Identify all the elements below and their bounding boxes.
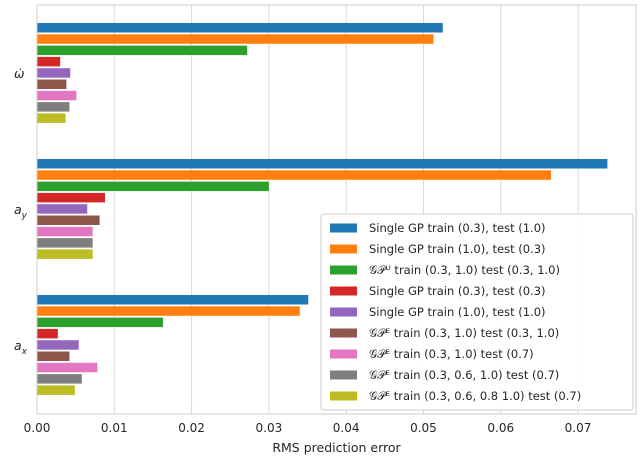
bar: [37, 68, 71, 78]
legend-label: Single GP train (0.3), test (1.0): [369, 221, 546, 235]
x-tick-label: 0.04: [333, 421, 360, 435]
legend-label: 𝒢𝒫ᴱ train (0.3, 1.0) test (0.7): [369, 347, 534, 361]
bar: [37, 79, 67, 89]
bar: [37, 90, 77, 101]
bar: [37, 238, 93, 248]
bar: [37, 23, 443, 33]
legend-swatch: [330, 391, 357, 401]
x-tick-label: 0.07: [565, 421, 592, 435]
bar: [37, 170, 551, 180]
y-category-label: ax: [14, 338, 28, 357]
bar: [37, 204, 88, 214]
legend-swatch: [330, 349, 357, 359]
bar: [37, 306, 300, 316]
x-tick-label: 0.06: [487, 421, 514, 435]
bar: [37, 45, 248, 56]
legend-label: 𝒢𝒫ᵁ train (0.3, 1.0) test (0.3, 1.0): [369, 263, 560, 277]
legend-box: [320, 213, 634, 411]
bar: [37, 317, 163, 328]
legend-label: 𝒢𝒫ᴱ train (0.3, 1.0) test (0.3, 1.0): [369, 326, 559, 340]
bar: [37, 34, 434, 44]
legend-label: Single GP train (0.3), test (0.3): [369, 284, 546, 298]
bar: [37, 226, 93, 237]
bar: [37, 249, 93, 259]
legend: Single GP train (0.3), test (1.0) Single …: [320, 213, 634, 411]
legend-swatch: [330, 223, 357, 233]
bar: [37, 328, 58, 339]
y-category-label: ω̇: [14, 66, 24, 81]
legend-swatch: [330, 286, 357, 296]
plot-frame: [36, 4, 637, 415]
x-axis-ticks: 0.00 0.01 0.02 0.03 0.04 0.05 0.06 0.07: [24, 421, 592, 435]
legend-label: Single GP train (1.0), test (1.0): [369, 305, 546, 319]
legend-label: Single GP train (1.0), test (0.3): [369, 242, 546, 256]
bar: [37, 159, 608, 169]
bar: [37, 362, 98, 373]
legend-label: 𝒢𝒫ᴱ train (0.3, 0.6, 1.0) test (0.7): [369, 368, 559, 382]
bar: [37, 181, 269, 192]
x-tick-label: 0.00: [24, 421, 51, 435]
x-axis-label: RMS prediction error: [272, 440, 401, 455]
grid-lines: [36, 5, 579, 414]
bars: [37, 23, 608, 395]
y-category-label: ay: [14, 202, 28, 221]
bar: [37, 374, 82, 384]
legend-swatch: [330, 370, 357, 380]
bar: [37, 56, 61, 67]
bar: [37, 340, 79, 350]
legend-swatch: [330, 307, 357, 317]
category-subscript: x: [21, 347, 28, 357]
bar: [37, 192, 106, 203]
bar: [37, 295, 309, 305]
bar: [37, 351, 70, 361]
category-base: a: [14, 202, 22, 217]
bar: [37, 385, 75, 395]
bar: [37, 102, 70, 112]
x-tick-label: 0.03: [256, 421, 283, 435]
x-tick-label: 0.05: [410, 421, 437, 435]
legend-swatch: [330, 328, 357, 338]
bar: [37, 113, 66, 123]
legend-label: 𝒢𝒫ᴱ train (0.3, 0.6, 0.8 1.0) test (0.7): [369, 389, 581, 403]
category-base: a: [14, 338, 22, 353]
legend-swatch: [330, 265, 357, 275]
x-tick-label: 0.02: [178, 421, 205, 435]
legend-swatch: [330, 244, 357, 254]
x-tick-label: 0.01: [101, 421, 128, 435]
bar: [37, 215, 100, 225]
category-base: ω̇: [14, 66, 24, 81]
category-subscript: y: [21, 211, 28, 221]
